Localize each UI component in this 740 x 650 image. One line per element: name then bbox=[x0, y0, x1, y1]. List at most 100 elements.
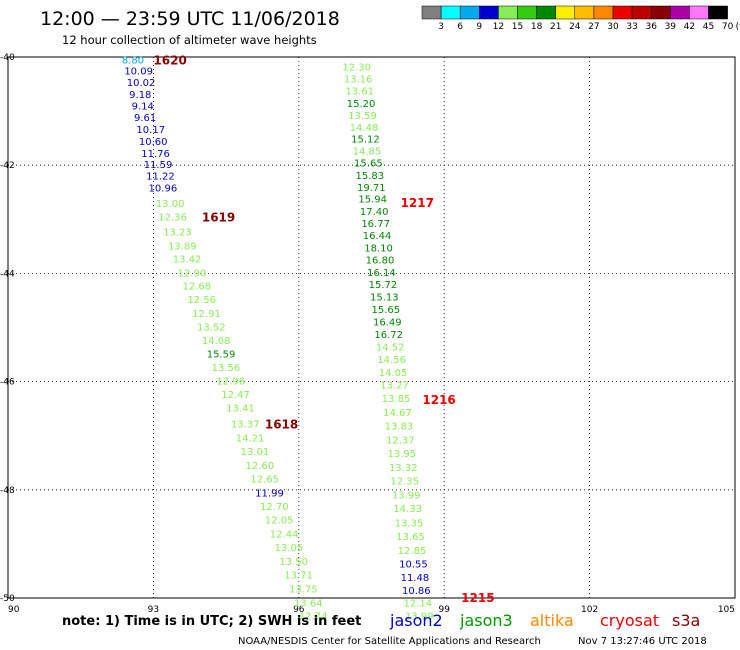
swh-value-label: 13.35 bbox=[395, 518, 424, 529]
chart-subtitle: 12 hour collection of altimeter wave hei… bbox=[62, 33, 317, 47]
swh-value-label: 12.36 bbox=[158, 213, 187, 224]
y-tick-label-46: -46 bbox=[0, 378, 15, 388]
swh-value-label: 14.48 bbox=[350, 123, 379, 134]
colorbar-label-42: 42 bbox=[684, 22, 695, 32]
swh-value-label: 10.02 bbox=[127, 78, 156, 89]
colorbar-label-33: 33 bbox=[626, 22, 637, 32]
plot-frame bbox=[7, 56, 736, 599]
swh-value-label: 13.52 bbox=[197, 322, 226, 333]
swh-value-label: 10.60 bbox=[139, 137, 168, 148]
swh-value-label: 16.72 bbox=[374, 330, 403, 341]
swh-value-label: 13.89 bbox=[168, 241, 197, 252]
colorbar-label-39: 39 bbox=[665, 22, 677, 32]
chart-title: 12:00 — 23:59 UTC 11/06/2018 bbox=[40, 8, 340, 30]
y-tick-label-42: -42 bbox=[0, 161, 15, 171]
swh-value-label: 13.65 bbox=[396, 532, 425, 543]
swh-value-label: 13.42 bbox=[173, 254, 202, 265]
swh-value-label: 13.85 bbox=[382, 394, 411, 405]
swh-value-label: 15.65 bbox=[372, 305, 401, 316]
colorbar-label-6: 6 bbox=[457, 22, 463, 32]
colorbar-swatch-9 bbox=[459, 5, 480, 20]
swh-value-label: 12.85 bbox=[398, 546, 427, 557]
swh-value-label: 12.37 bbox=[386, 435, 415, 446]
track-time-label-1620: 1620 bbox=[153, 54, 186, 68]
swh-value-label: 13.41 bbox=[226, 404, 255, 415]
swh-value-label: 14.52 bbox=[376, 342, 405, 353]
legend-jason3: jason3 bbox=[459, 611, 513, 630]
x-tick-label-96: 96 bbox=[293, 605, 305, 615]
swh-value-label: 13.64 bbox=[294, 598, 323, 609]
swh-value-label: 13.99 bbox=[405, 611, 434, 622]
swh-value-label: 13.16 bbox=[344, 75, 373, 86]
footer-credit: NOAA/NESDIS Center for Satellite Applica… bbox=[238, 636, 541, 647]
swh-value-label: 13.83 bbox=[385, 421, 414, 432]
track-time-label-1216: 1216 bbox=[422, 393, 455, 407]
swh-value-label: 13.05 bbox=[275, 543, 304, 554]
swh-value-label: 13.27 bbox=[380, 380, 409, 391]
swh-value-label: 14.21 bbox=[236, 433, 265, 444]
swh-value-label: 13.23 bbox=[163, 228, 192, 239]
swh-value-label: 15.59 bbox=[207, 349, 236, 360]
colorbar-label-45: 45 bbox=[703, 22, 714, 32]
swh-value-label: 15.72 bbox=[369, 280, 398, 291]
swh-value-label: 10.55 bbox=[399, 559, 428, 570]
colorbar-swatch-39 bbox=[650, 5, 671, 20]
colorbar-label-9: 9 bbox=[476, 22, 482, 32]
track-1620: 8.8010.0910.029.189.149.6110.1710.6011.7… bbox=[122, 54, 187, 195]
y-tick-label-40: -40 bbox=[0, 53, 15, 63]
swh-value-label: 13.37 bbox=[231, 419, 260, 430]
swh-value-label: 13.61 bbox=[345, 87, 374, 98]
swh-value-label: 14.05 bbox=[379, 368, 408, 379]
swh-value-label: 14.33 bbox=[393, 504, 422, 515]
swh-value-label: 12.96 bbox=[216, 377, 245, 388]
swh-value-label: 16.44 bbox=[363, 231, 392, 242]
swh-value-label: 13.59 bbox=[348, 111, 377, 122]
satellite-tracks: 8.8010.0910.029.189.149.6110.1710.6011.7… bbox=[122, 54, 495, 623]
swh-value-label: 9.61 bbox=[134, 113, 156, 124]
swh-value-label: 15.13 bbox=[370, 293, 399, 304]
colorbar-label-30: 30 bbox=[607, 22, 619, 32]
y-tick-label-44: -44 bbox=[0, 269, 15, 279]
swh-value-label: 13.00 bbox=[156, 199, 185, 210]
track-1216: 13.85 14.67 13.83 12.37 13.95 13.32 12.35 13.99… bbox=[382, 393, 456, 622]
y-tick-label-48: -48 bbox=[0, 486, 15, 496]
colorbar-swatch-33 bbox=[612, 5, 633, 20]
swh-value-label: 11.22 bbox=[146, 171, 175, 182]
colorbar-unit: (ft) bbox=[736, 22, 740, 32]
colorbar-label-12: 12 bbox=[493, 22, 504, 32]
track-1217: 12.3013.1613.6115.2013.5914.4815.1214.85… bbox=[342, 63, 434, 392]
swh-value-label: 14.08 bbox=[202, 336, 231, 347]
swh-value-label: 12.74 bbox=[299, 611, 328, 622]
x-tick-label-105: 105 bbox=[718, 605, 735, 615]
colorbar-swatch-18 bbox=[517, 5, 537, 20]
swh-value-label: 10.17 bbox=[136, 125, 165, 136]
swh-value-label: 12.14 bbox=[403, 598, 432, 609]
swh-value-label: 17.40 bbox=[360, 207, 389, 218]
x-tick-label-90: 90 bbox=[8, 605, 20, 615]
swh-value-label: 14.85 bbox=[353, 147, 382, 158]
colorbar-swatch-27 bbox=[574, 5, 595, 20]
swh-value-label: 16.80 bbox=[366, 255, 395, 266]
colorbar-swatch-30 bbox=[593, 5, 614, 20]
colorbar-label-3: 3 bbox=[438, 22, 444, 32]
swh-value-label: 16.14 bbox=[367, 268, 396, 279]
swh-value-label: 12.56 bbox=[187, 295, 216, 306]
swh-value-label: 12.70 bbox=[260, 502, 289, 513]
colorbar-swatch-36 bbox=[631, 5, 652, 20]
swh-value-label: 10.86 bbox=[402, 586, 431, 597]
x-tick-label-99: 99 bbox=[438, 605, 450, 615]
swh-value-label: 9.18 bbox=[129, 90, 151, 101]
swh-value-label: 15.20 bbox=[347, 99, 376, 110]
swh-value-label: 13.99 bbox=[392, 491, 421, 502]
swh-value-label: 14.56 bbox=[377, 355, 406, 366]
x-tick-label-93: 93 bbox=[148, 605, 159, 615]
swh-value-label: 11.48 bbox=[401, 573, 430, 584]
swh-value-label: 12.60 bbox=[245, 461, 274, 472]
colorbar-swatch-3 bbox=[421, 5, 442, 20]
swh-value-label: 15.12 bbox=[351, 135, 380, 146]
swh-value-label: 19.71 bbox=[357, 183, 386, 194]
satellite-legend: jason2 jason3 altika cryosat s3a bbox=[389, 611, 700, 630]
swh-value-label: 16.77 bbox=[361, 219, 390, 230]
